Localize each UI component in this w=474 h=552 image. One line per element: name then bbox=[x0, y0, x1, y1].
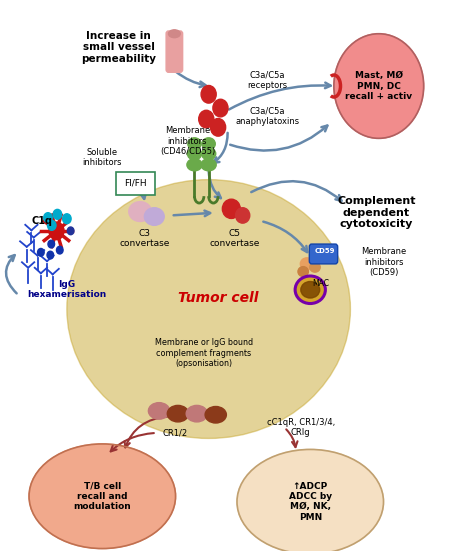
Text: MAC: MAC bbox=[313, 279, 329, 288]
Text: cC1qR, CR1/3/4,
CRIg: cC1qR, CR1/3/4, CRIg bbox=[267, 418, 335, 437]
Ellipse shape bbox=[222, 199, 240, 219]
Ellipse shape bbox=[187, 148, 201, 160]
Ellipse shape bbox=[167, 405, 189, 422]
Text: Membrane or IgG bound
complement fragments
(opsonisation): Membrane or IgG bound complement fragmen… bbox=[155, 338, 253, 368]
Ellipse shape bbox=[186, 405, 208, 422]
Ellipse shape bbox=[145, 208, 164, 225]
Ellipse shape bbox=[301, 282, 319, 298]
Ellipse shape bbox=[236, 208, 250, 223]
Ellipse shape bbox=[188, 138, 201, 150]
Text: Tumor cell: Tumor cell bbox=[178, 291, 258, 305]
Text: C3
convertase: C3 convertase bbox=[119, 229, 170, 248]
Text: Mast, MØ
PMN, DC
recall + activ: Mast, MØ PMN, DC recall + activ bbox=[345, 71, 412, 101]
Ellipse shape bbox=[148, 402, 170, 419]
Circle shape bbox=[53, 209, 62, 219]
Ellipse shape bbox=[298, 267, 309, 277]
Circle shape bbox=[210, 119, 226, 136]
Text: ↑ADCP
ADCC by
MØ, NK,
PMN: ↑ADCP ADCC by MØ, NK, PMN bbox=[289, 482, 332, 522]
Circle shape bbox=[201, 86, 216, 103]
Ellipse shape bbox=[202, 138, 215, 150]
Circle shape bbox=[44, 213, 52, 222]
Ellipse shape bbox=[205, 406, 227, 423]
Ellipse shape bbox=[129, 201, 152, 221]
Circle shape bbox=[48, 240, 55, 248]
Text: CD59: CD59 bbox=[314, 248, 335, 254]
Text: Membrane
inhibitors
(CD46/CD55): Membrane inhibitors (CD46/CD55) bbox=[160, 126, 215, 156]
Text: Increase in
small vessel
permeability: Increase in small vessel permeability bbox=[82, 31, 156, 64]
Text: C1q: C1q bbox=[31, 216, 53, 226]
FancyBboxPatch shape bbox=[166, 31, 182, 72]
Ellipse shape bbox=[187, 159, 202, 171]
Ellipse shape bbox=[237, 449, 383, 552]
Ellipse shape bbox=[29, 444, 175, 549]
Text: C5
convertase: C5 convertase bbox=[210, 229, 260, 248]
Ellipse shape bbox=[301, 258, 314, 270]
Circle shape bbox=[47, 251, 54, 259]
Ellipse shape bbox=[201, 148, 216, 160]
Circle shape bbox=[47, 220, 56, 230]
Circle shape bbox=[56, 246, 63, 254]
Circle shape bbox=[67, 227, 74, 235]
Ellipse shape bbox=[296, 277, 325, 303]
Ellipse shape bbox=[168, 30, 180, 38]
Text: Membrane
inhibitors
(CD59): Membrane inhibitors (CD59) bbox=[361, 247, 406, 277]
FancyBboxPatch shape bbox=[310, 244, 337, 264]
Ellipse shape bbox=[201, 159, 216, 171]
Text: FI/FH: FI/FH bbox=[124, 179, 146, 188]
Circle shape bbox=[37, 248, 44, 256]
Text: Complement
dependent
cytotoxicity: Complement dependent cytotoxicity bbox=[337, 196, 416, 229]
Circle shape bbox=[49, 222, 64, 240]
Circle shape bbox=[63, 214, 71, 224]
FancyBboxPatch shape bbox=[116, 172, 155, 194]
Ellipse shape bbox=[310, 262, 320, 272]
Circle shape bbox=[334, 34, 424, 139]
Circle shape bbox=[199, 110, 214, 128]
Ellipse shape bbox=[67, 179, 350, 438]
Text: C3a/C5a
anaphylatoxins: C3a/C5a anaphylatoxins bbox=[236, 107, 300, 126]
Text: Soluble
inhibitors: Soluble inhibitors bbox=[82, 148, 122, 167]
Circle shape bbox=[213, 99, 228, 117]
Text: T/B cell
recall and
modulation: T/B cell recall and modulation bbox=[73, 481, 131, 511]
Text: C3a/C5a
receptors: C3a/C5a receptors bbox=[247, 71, 288, 90]
Text: CR1/2: CR1/2 bbox=[163, 428, 188, 437]
Text: IgG
hexamerisation: IgG hexamerisation bbox=[27, 280, 107, 300]
